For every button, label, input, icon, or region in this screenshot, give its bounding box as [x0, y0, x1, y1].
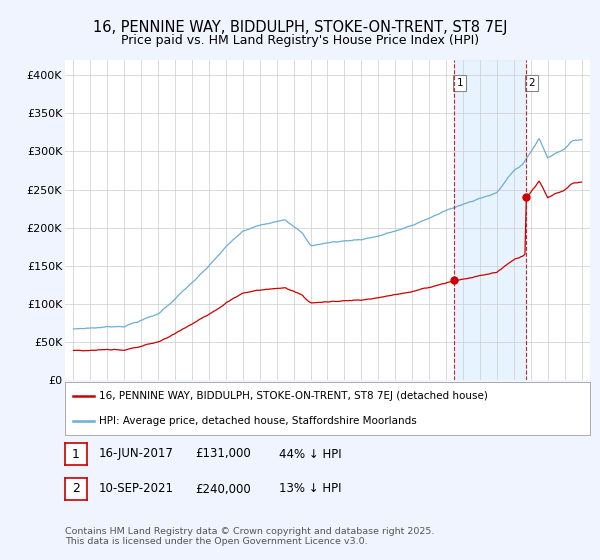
Text: 1: 1	[72, 447, 80, 460]
Text: Price paid vs. HM Land Registry's House Price Index (HPI): Price paid vs. HM Land Registry's House …	[121, 34, 479, 46]
Text: 16-JUN-2017: 16-JUN-2017	[99, 447, 174, 460]
Text: 10-SEP-2021: 10-SEP-2021	[99, 483, 174, 496]
Text: HPI: Average price, detached house, Staffordshire Moorlands: HPI: Average price, detached house, Staf…	[99, 416, 417, 426]
Text: 16, PENNINE WAY, BIDDULPH, STOKE-ON-TRENT, ST8 7EJ (detached house): 16, PENNINE WAY, BIDDULPH, STOKE-ON-TREN…	[99, 391, 488, 402]
Text: 2: 2	[529, 78, 535, 88]
Text: £240,000: £240,000	[195, 483, 251, 496]
Text: £131,000: £131,000	[195, 447, 251, 460]
Text: 2: 2	[72, 483, 80, 496]
Text: Contains HM Land Registry data © Crown copyright and database right 2025.
This d: Contains HM Land Registry data © Crown c…	[65, 526, 434, 546]
Text: 13% ↓ HPI: 13% ↓ HPI	[279, 483, 341, 496]
Text: 1: 1	[457, 78, 463, 88]
Text: 44% ↓ HPI: 44% ↓ HPI	[279, 447, 341, 460]
Bar	[454, 60, 526, 380]
Text: 16, PENNINE WAY, BIDDULPH, STOKE-ON-TRENT, ST8 7EJ: 16, PENNINE WAY, BIDDULPH, STOKE-ON-TREN…	[93, 20, 507, 35]
